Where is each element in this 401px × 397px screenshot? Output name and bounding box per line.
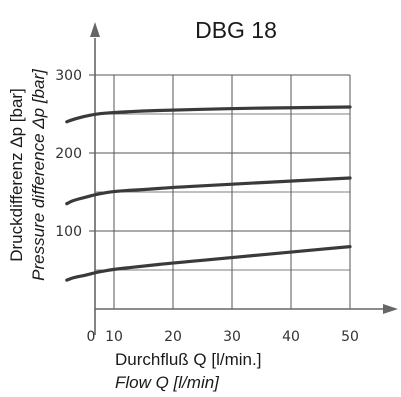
x-tick-label: 20 bbox=[164, 329, 182, 345]
y-tick-label: 100 bbox=[55, 224, 82, 240]
chart-axes bbox=[89, 22, 398, 335]
origin-label: 0 bbox=[87, 329, 96, 345]
x-axis-label-en: Flow Q [l/min] bbox=[115, 373, 220, 392]
y-axis-label: Druckdifferenz Δp [bar] bbox=[7, 88, 26, 262]
x-tick-labels: 10 20 30 40 50 bbox=[105, 329, 359, 345]
x-tick-label: 50 bbox=[341, 329, 359, 345]
chart-title: DBG 18 bbox=[195, 17, 277, 43]
reference-lines bbox=[95, 113, 350, 271]
y-axis-label-en: Pressure difference Δp [bar] bbox=[29, 68, 48, 281]
x-tick-label: 10 bbox=[105, 329, 123, 345]
curve-2 bbox=[65, 176, 352, 206]
y-tick-label: 300 bbox=[55, 68, 82, 84]
x-tick-label: 40 bbox=[282, 329, 300, 345]
x-axis-arrow bbox=[383, 304, 398, 314]
curve-3 bbox=[65, 105, 352, 124]
x-axis-label: Durchfluß Q [l/min.] bbox=[115, 350, 261, 369]
chart-series bbox=[65, 105, 352, 282]
y-tick-labels: 100 200 300 bbox=[55, 68, 82, 240]
x-tick-label: 30 bbox=[223, 329, 241, 345]
y-axis-arrow bbox=[90, 22, 100, 37]
curve-1 bbox=[65, 245, 352, 282]
y-tick-label: 200 bbox=[55, 146, 82, 162]
